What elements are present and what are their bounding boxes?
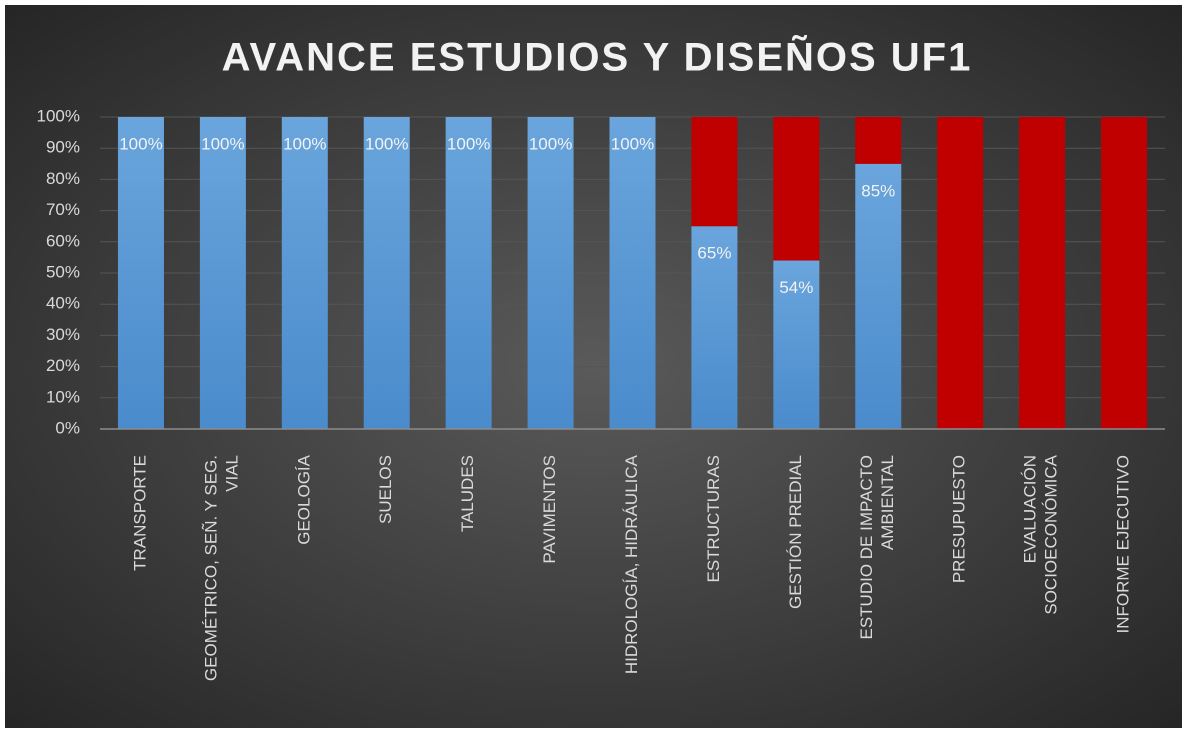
bar-segment bbox=[199, 117, 246, 429]
x-tick-label: PAVIMENTOS bbox=[540, 455, 559, 564]
data-label: 54% bbox=[779, 278, 813, 297]
bar-segment bbox=[773, 260, 820, 429]
bar-segment bbox=[527, 117, 574, 429]
bar-segment bbox=[363, 117, 410, 429]
y-tick-label: 70% bbox=[46, 200, 80, 219]
x-tick-label: TRANSPORTE bbox=[130, 455, 149, 571]
x-tick-label: HIDROLOGÍA, HIDRÁULICA bbox=[622, 454, 641, 674]
data-label: 100% bbox=[447, 134, 490, 153]
bar-segment bbox=[1101, 117, 1148, 429]
data-label: 100% bbox=[365, 134, 408, 153]
y-tick-label: 10% bbox=[46, 387, 80, 406]
x-tick-label: GESTIÓN PREDIAL bbox=[786, 455, 805, 609]
data-label: 100% bbox=[529, 134, 572, 153]
y-tick-label: 100% bbox=[37, 106, 80, 125]
bar-segment bbox=[117, 117, 164, 429]
y-tick-label: 30% bbox=[46, 325, 80, 344]
x-tick-label: GEOLOGÍA bbox=[294, 454, 313, 544]
y-tick-label: 0% bbox=[55, 418, 80, 437]
data-label: 100% bbox=[611, 134, 654, 153]
bar-segment bbox=[281, 117, 328, 429]
x-tick-label: SUELOS bbox=[376, 455, 395, 524]
x-tick-label: EVALUACIÓN SOCIOECONÓMICA bbox=[1021, 454, 1061, 614]
x-tick-label: ESTRUCTURAS bbox=[704, 455, 723, 583]
data-label: 100% bbox=[283, 134, 326, 153]
y-tick-label: 80% bbox=[46, 169, 80, 188]
x-tick-label: INFORME EJECUTIVO bbox=[1114, 455, 1133, 634]
bar-segment bbox=[937, 117, 984, 429]
data-label: 85% bbox=[861, 181, 895, 200]
bar-segment bbox=[445, 117, 492, 429]
y-tick-label: 90% bbox=[46, 138, 80, 157]
data-label: 65% bbox=[697, 244, 731, 263]
x-tick-label: PRESUPUESTO bbox=[950, 455, 969, 583]
data-label: 100% bbox=[119, 134, 162, 153]
y-tick-label: 60% bbox=[46, 231, 80, 250]
bar-segment bbox=[773, 117, 820, 261]
y-tick-label: 50% bbox=[46, 262, 80, 281]
x-tick-label: ESTUDIO DE IMPACTO AMBIENTAL bbox=[857, 455, 897, 640]
bar-segment bbox=[855, 117, 902, 164]
y-tick-label: 40% bbox=[46, 294, 80, 313]
bar-segment bbox=[691, 226, 738, 429]
bar-segment bbox=[609, 117, 656, 429]
chart-title: AVANCE ESTUDIOS Y DISEÑOS UF1 bbox=[222, 34, 973, 80]
data-label: 100% bbox=[201, 134, 244, 153]
x-tick-label: GEOMÉTRICO, SEÑ. Y SEG. VIAL bbox=[202, 455, 242, 681]
y-tick-label: 20% bbox=[46, 356, 80, 375]
bar-segment bbox=[855, 163, 902, 430]
bar-segment bbox=[1019, 117, 1066, 429]
bar-segment bbox=[691, 117, 738, 227]
x-tick-label: TALUDES bbox=[458, 455, 477, 532]
